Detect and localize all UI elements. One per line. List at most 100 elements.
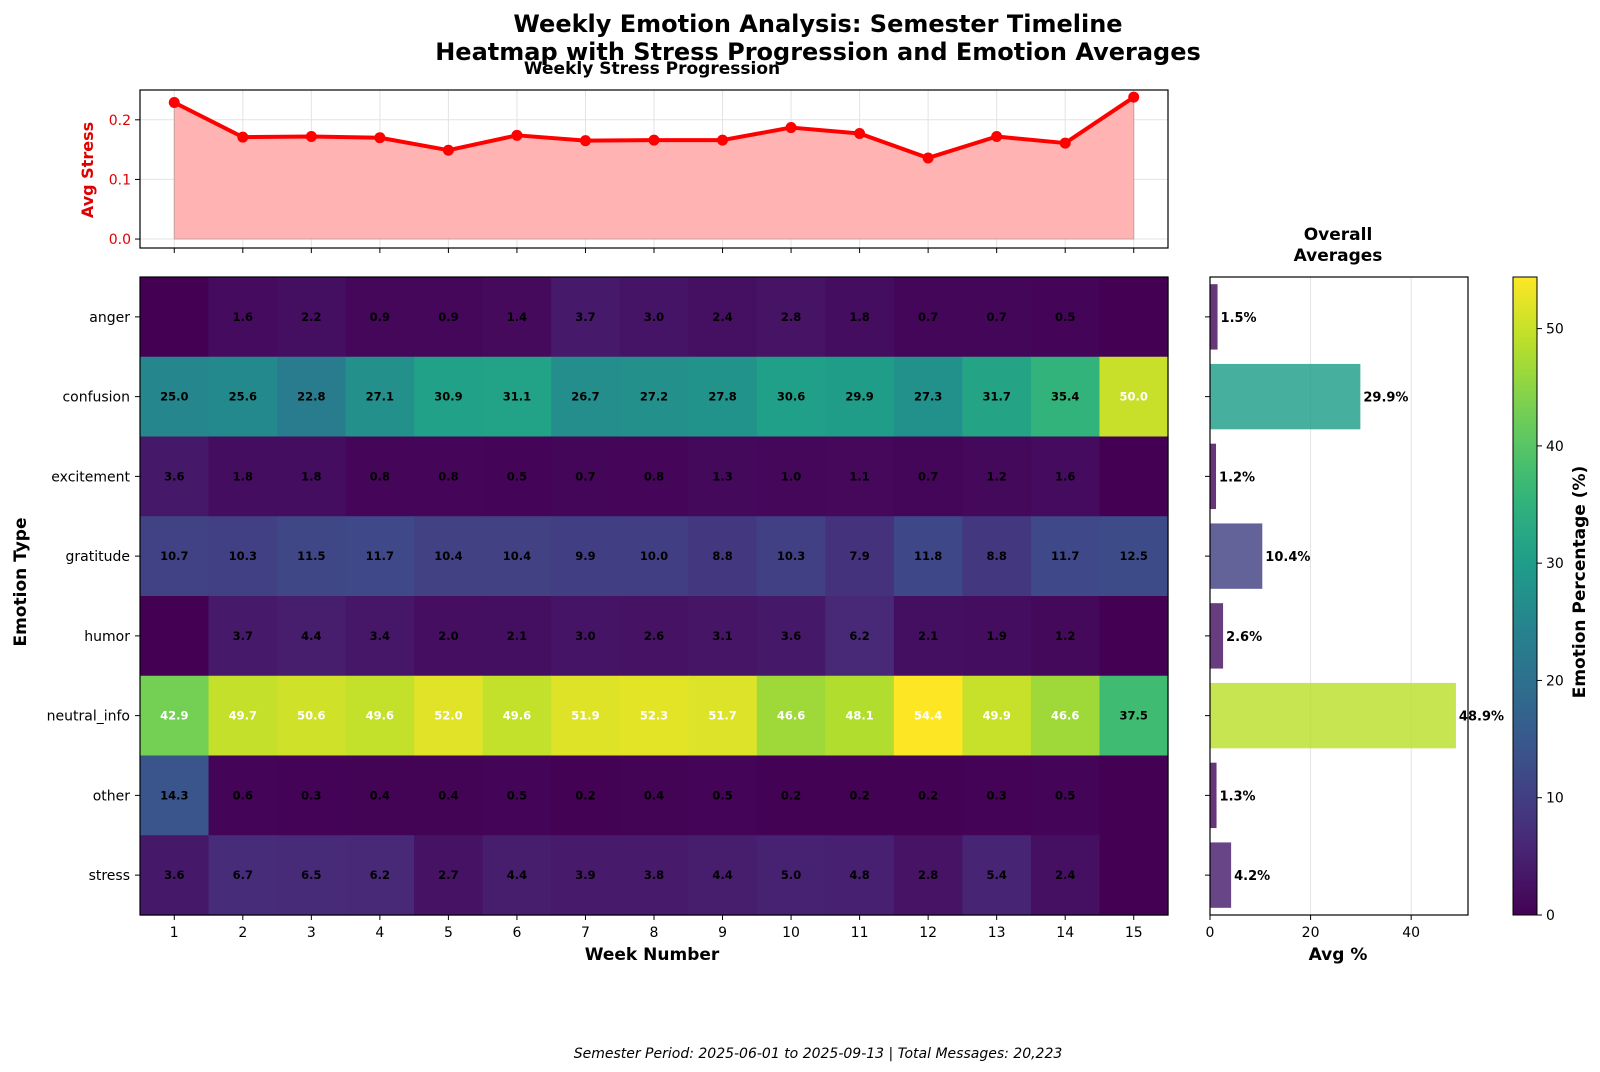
heatmap-cell-label: 2.0: [438, 629, 458, 643]
heatmap-week-label: 5: [444, 925, 453, 941]
heatmap-cell: [1099, 675, 1169, 757]
heatmap-cell-label: 6.2: [370, 868, 390, 882]
heatmap-cell: [551, 436, 621, 517]
average-bar: [1210, 363, 1361, 430]
heatmap-cell-label: 0.2: [849, 788, 869, 802]
heatmap-cell-label: 5.0: [781, 868, 801, 882]
heatmap-cell-label: 1.6: [233, 310, 253, 324]
heatmap-cell-label: 25.0: [160, 390, 188, 404]
heatmap-cell-label: 0.2: [575, 788, 595, 802]
heatmap-cell: [1099, 835, 1169, 916]
heatmap-cell: [277, 356, 347, 438]
heatmap-cell-label: 10.4: [503, 549, 531, 563]
overall-averages-chart: Overall Averages Avg % 1.5% 29.9% 1.2% 10.4…: [1205, 225, 1504, 965]
heatmap-cell-label: 11.8: [914, 549, 942, 563]
heatmap-cell-label: 3.0: [575, 629, 595, 643]
heatmap-cell: [962, 516, 1032, 597]
stress-ytick-label: 0.1: [109, 172, 131, 188]
heatmap-cell: [414, 675, 484, 757]
heatmap-row-label: excitement: [51, 469, 130, 485]
stress-y-axis-label: Avg Stress: [78, 122, 97, 218]
heatmap-cell-label: 46.6: [777, 709, 805, 723]
colorbar-gradient: [1512, 276, 1538, 916]
heatmap-cell: [893, 516, 963, 597]
heatmap-cell: [140, 675, 210, 757]
heatmap-cell-label: 0.5: [712, 788, 732, 802]
heatmap-cell-label: 52.3: [640, 709, 668, 723]
heatmap-cell: [345, 436, 415, 517]
heatmap-cell-label: 3.6: [781, 629, 801, 643]
heatmap-cell: [1030, 277, 1101, 358]
heatmap-cell-label: 1.2: [1055, 629, 1075, 643]
heatmap-cell: [140, 436, 210, 517]
heatmap-cell-label: 2.1: [507, 629, 527, 643]
heatmap-cell: [893, 755, 963, 836]
heatmap-cell: [893, 835, 963, 916]
heatmap-cell: [1099, 596, 1169, 677]
heatmap-cell-label: 4.4: [301, 629, 321, 643]
heatmap-cell: [962, 277, 1032, 358]
heatmap-cell-label: 3.7: [575, 310, 595, 324]
heatmap-cell: [140, 356, 210, 438]
heatmap-cell-label: 0.3: [301, 788, 321, 802]
heatmap-cell: [962, 755, 1032, 836]
averages-title-line2: Averages: [1294, 246, 1383, 266]
heatmap-cell-label: 1.9: [986, 629, 1006, 643]
heatmap-cell: [551, 675, 621, 757]
heatmap-cell-label: 37.5: [1120, 709, 1148, 723]
heatmap-cell: [551, 755, 621, 836]
heatmap-week-label: 6: [512, 925, 521, 941]
heatmap-cell-label: 6.5: [301, 868, 321, 882]
heatmap-cell: [962, 596, 1032, 677]
heatmap-cell-label: 1.8: [301, 469, 321, 483]
heatmap-cell: [688, 516, 758, 597]
heatmap-cell: [482, 755, 552, 836]
heatmap-cell-label: 3.1: [712, 629, 732, 643]
colorbar-label: Emotion Percentage (%): [1570, 466, 1590, 699]
bar-xtick-label: 20: [1302, 925, 1320, 941]
heatmap-cell-label: 0.7: [918, 469, 938, 483]
heatmap-cell: [551, 356, 621, 438]
heatmap-cell: [619, 675, 689, 757]
heatmap-cell-label: 51.9: [571, 709, 599, 723]
heatmap-cell: [482, 596, 552, 677]
heatmap-row-label: gratitude: [66, 549, 130, 565]
heatmap-cell: [893, 356, 963, 438]
heatmap-cell: [482, 277, 552, 358]
heatmap-cell: [208, 596, 278, 677]
heatmap-cell: [1030, 516, 1101, 597]
heatmap-cell: [756, 356, 826, 438]
average-bar: [1210, 523, 1263, 589]
average-bar-label: 2.6%: [1226, 630, 1262, 645]
heatmap-cell: [962, 436, 1032, 517]
average-bar-label: 10.4%: [1265, 550, 1310, 565]
heatmap-cell: [688, 356, 758, 438]
average-bar-label: 1.3%: [1220, 789, 1256, 804]
heatmap-cell: [345, 516, 415, 597]
average-bar: [1210, 842, 1232, 908]
heatmap-cell-label: 54.4: [914, 709, 942, 723]
stress-point: [922, 152, 934, 164]
heatmap-cell: [345, 356, 415, 438]
heatmap-cell: [688, 675, 758, 757]
heatmap-cell-label: 0.9: [370, 310, 390, 324]
heatmap-cell: [345, 596, 415, 677]
average-bar-label: 48.9%: [1459, 710, 1504, 725]
figure-title: Weekly Emotion Analysis: Semester Timeli…: [513, 10, 1122, 38]
stress-ytick-label: 0.2: [109, 113, 131, 129]
emotion-heatmap: Week Number Emotion Type 1.6 2.2 0.9 0.9 1.4…: [11, 276, 1169, 965]
heatmap-cell-label: 27.8: [708, 390, 736, 404]
heatmap-cell-label: 31.7: [982, 390, 1010, 404]
heatmap-cell-label: 2.8: [918, 868, 938, 882]
heatmap-week-label: 12: [919, 925, 937, 941]
heatmap-cell-label: 1.4: [507, 310, 527, 324]
heatmap-cell: [208, 436, 278, 517]
heatmap-cell-label: 26.7: [571, 390, 599, 404]
heatmap-cell: [1099, 755, 1169, 836]
heatmap-cell: [893, 436, 963, 517]
heatmap-cell-label: 0.7: [986, 310, 1006, 324]
heatmap-cell-label: 12.5: [1120, 549, 1148, 563]
heatmap-cell: [962, 835, 1032, 916]
heatmap-week-label: 13: [988, 925, 1006, 941]
stress-ytick-label: 0.0: [109, 232, 131, 248]
